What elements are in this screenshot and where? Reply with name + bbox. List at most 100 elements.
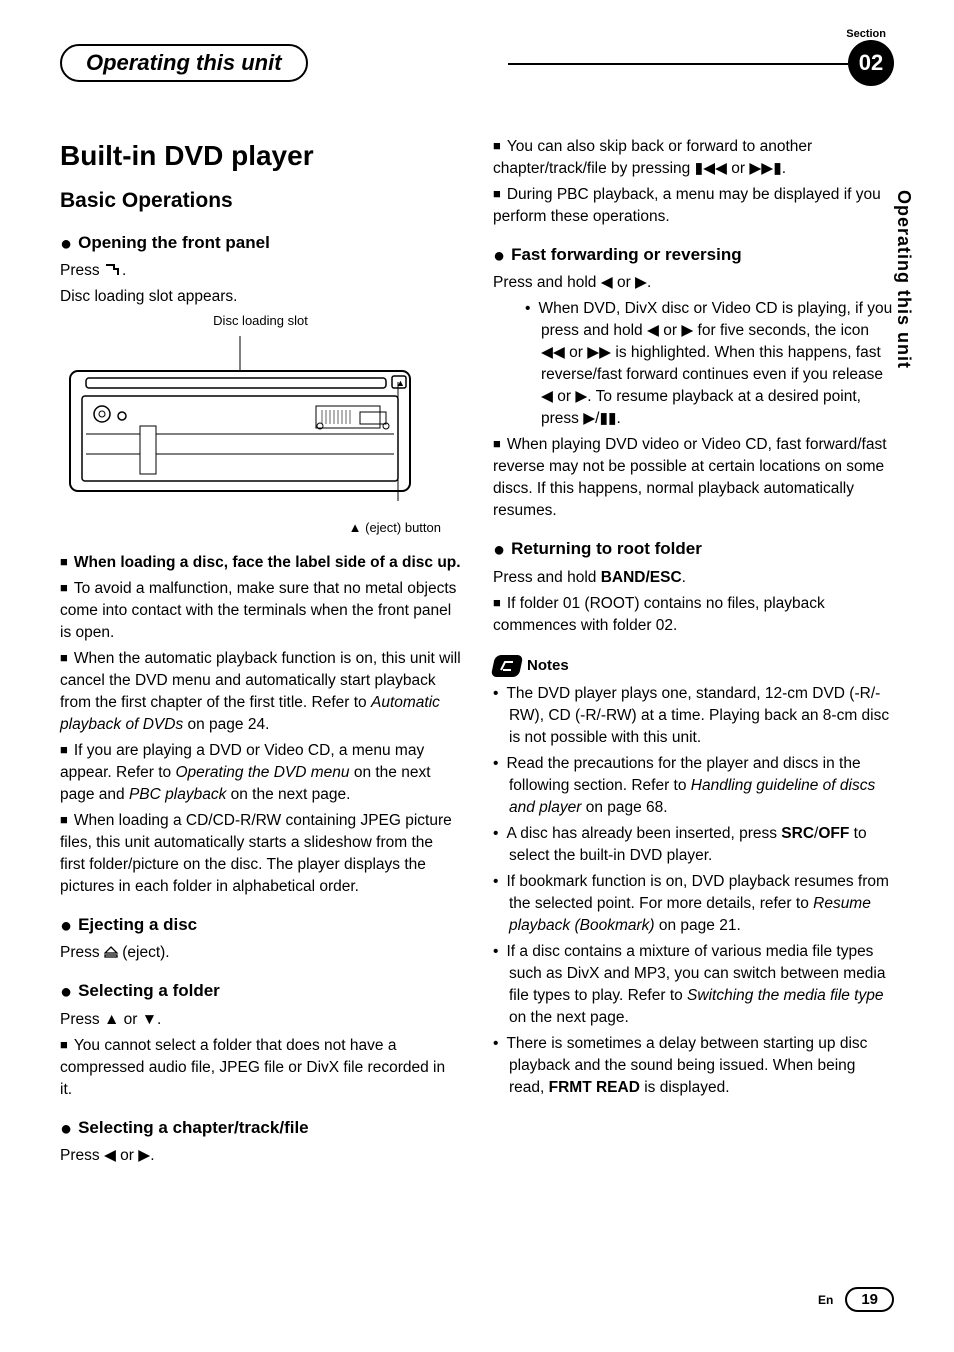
text: .: [782, 160, 786, 177]
square-bullet-icon: ■: [60, 650, 68, 665]
dot-icon: •: [493, 943, 498, 960]
subhead-text: Selecting a folder: [78, 981, 220, 1000]
section-label: Section: [846, 28, 886, 40]
dot-icon: •: [525, 300, 530, 317]
text: .: [157, 1011, 161, 1028]
down-icon: ▼: [142, 1011, 157, 1028]
side-tab: Operating this unit: [893, 190, 914, 369]
text-italic: Switching the media file type: [687, 987, 883, 1004]
bullet-icon: ●: [493, 539, 505, 561]
text: is displayed.: [640, 1079, 730, 1096]
text: or: [119, 1011, 141, 1028]
text: or: [613, 274, 635, 291]
para: Press .: [60, 260, 461, 282]
right-icon: ▶: [635, 274, 647, 291]
text: or: [727, 160, 749, 177]
bullet-icon: ●: [493, 245, 505, 267]
text: You cannot select a folder that does not…: [60, 1037, 445, 1098]
page-title: Built-in DVD player: [60, 136, 461, 176]
text-bold: OFF: [818, 825, 849, 842]
prev-icon: ▮◀◀: [695, 160, 727, 177]
text: Press and hold: [493, 274, 601, 291]
para: Disc loading slot appears.: [60, 286, 461, 308]
para: ■If you are playing a DVD or Video CD, a…: [60, 740, 461, 806]
text: The DVD player plays one, standard, 12-c…: [506, 685, 889, 746]
content-columns: Built-in DVD player Basic Operations ●Op…: [60, 136, 894, 1171]
section-heading: Basic Operations: [60, 186, 461, 216]
text: To avoid a malfunction, make sure that n…: [60, 580, 456, 641]
note-item: •There is sometimes a delay between star…: [493, 1033, 894, 1099]
square-bullet-icon: ■: [60, 580, 68, 595]
text-bold: FRMT READ: [549, 1079, 640, 1096]
text: Press and hold: [493, 569, 601, 586]
subhead-opening-panel: ●Opening the front panel: [60, 230, 461, 258]
text: on page 68.: [581, 799, 667, 816]
square-bullet-icon: ■: [60, 554, 68, 569]
square-bullet-icon: ■: [493, 595, 501, 610]
subhead-text: Returning to root folder: [511, 539, 702, 558]
right-icon: ▶: [681, 322, 693, 339]
para: ■During PBC playback, a menu may be disp…: [493, 184, 894, 228]
subhead-text: Opening the front panel: [78, 233, 270, 252]
svg-text:▲: ▲: [396, 378, 405, 388]
square-bullet-icon: ■: [60, 1037, 68, 1052]
notes-heading: Notes: [493, 655, 894, 677]
notes-icon: [491, 655, 524, 677]
up-icon: ▲: [104, 1011, 119, 1028]
right-icon: ▶: [575, 388, 587, 405]
note-item: •The DVD player plays one, standard, 12-…: [493, 683, 894, 749]
text: or: [116, 1147, 138, 1164]
subhead-ejecting: ●Ejecting a disc: [60, 912, 461, 940]
dot-icon: •: [493, 755, 498, 772]
para: ■When playing DVD video or Video CD, fas…: [493, 434, 894, 522]
para: ■To avoid a malfunction, make sure that …: [60, 578, 461, 644]
eject-button-caption: ▲ (eject) button: [60, 519, 461, 537]
footer-page-number: 19: [845, 1287, 894, 1312]
text: .: [150, 1147, 154, 1164]
text: (eject) button: [362, 520, 442, 535]
square-bullet-icon: ■: [493, 186, 501, 201]
para: Press ▲ or ▼.: [60, 1009, 461, 1031]
right-column: ■You can also skip back or forward to an…: [493, 136, 894, 1171]
para: Press ◀ or ▶.: [60, 1145, 461, 1167]
dot-icon: •: [493, 873, 498, 890]
header-row: Operating this unit 02: [60, 40, 894, 86]
text: for five seconds, the icon: [693, 322, 869, 339]
text: When loading a CD/CD-R/RW containing JPE…: [60, 812, 452, 895]
diagram-caption: Disc loading slot: [60, 312, 461, 330]
chapter-number: 02: [859, 50, 883, 76]
subhead-return-root: ● Returning to root folder: [493, 536, 894, 564]
text: on page 24.: [183, 716, 269, 733]
bullet-icon: ●: [60, 915, 72, 937]
eject-icon: [104, 946, 118, 958]
text: .: [647, 274, 651, 291]
fastforward-icon: ▶▶: [587, 344, 611, 361]
left-column: Built-in DVD player Basic Operations ●Op…: [60, 136, 461, 1171]
para: ■If folder 01 (ROOT) contains no files, …: [493, 593, 894, 637]
text: Press: [60, 262, 104, 279]
text: or: [553, 388, 575, 405]
square-bullet-icon: ■: [60, 742, 68, 757]
left-icon: ◀: [647, 322, 659, 339]
bullet-icon: ●: [60, 1118, 72, 1140]
unit-diagram: ▲: [60, 336, 420, 513]
footer-language: En: [818, 1293, 833, 1307]
text: or: [659, 322, 681, 339]
subhead-text: Fast forwarding or reversing: [511, 245, 742, 264]
text: on the next page.: [509, 1009, 629, 1026]
note-item: •Read the precautions for the player and…: [493, 753, 894, 819]
right-icon: ▶: [138, 1147, 150, 1164]
text-bold: SRC: [781, 825, 814, 842]
left-icon: ◀: [104, 1147, 116, 1164]
para: ■You can also skip back or forward to an…: [493, 136, 894, 180]
text: .: [682, 569, 686, 586]
text: When playing DVD video or Video CD, fast…: [493, 436, 887, 519]
text-bold: BAND/ESC: [601, 569, 682, 586]
note-item: •A disc has already been inserted, press…: [493, 823, 894, 867]
text: or: [565, 344, 587, 361]
indent-item: •When DVD, DivX disc or Video CD is play…: [525, 298, 894, 430]
header-rule: [508, 63, 848, 65]
play-pause-icon: ▶/▮▮: [583, 410, 616, 427]
bullet-icon: ●: [60, 981, 72, 1003]
note-item: •If bookmark function is on, DVD playbac…: [493, 871, 894, 937]
